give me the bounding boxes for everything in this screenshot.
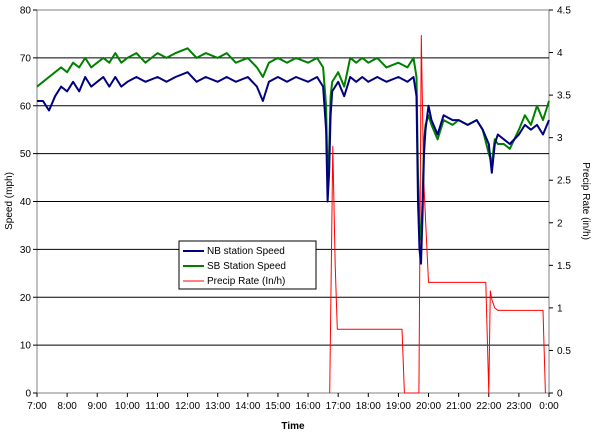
y2-tick-label: 4.5 bbox=[557, 6, 571, 17]
y-tick-label: 50 bbox=[20, 149, 32, 160]
x-tick-label: 0:00 bbox=[539, 401, 559, 412]
x-tick-label: 18:00 bbox=[356, 401, 381, 412]
x-tick-label: 14:00 bbox=[235, 401, 260, 412]
x-tick-label: 16:00 bbox=[296, 401, 321, 412]
series-line-precip bbox=[329, 35, 546, 394]
series-lines bbox=[36, 35, 550, 394]
x-tick-label: 21:00 bbox=[446, 401, 471, 412]
y2-tick-label: 0 bbox=[557, 389, 563, 400]
y2-tick-label: 3 bbox=[557, 133, 563, 144]
y-tick-label: 30 bbox=[20, 245, 32, 256]
x-tick-label: 23:00 bbox=[506, 401, 531, 412]
x-tick-label: 15:00 bbox=[265, 401, 290, 412]
x-tick-label: 11:00 bbox=[145, 401, 170, 412]
x-tick-label: 9:00 bbox=[88, 401, 108, 412]
y-tick-label: 40 bbox=[20, 197, 32, 208]
left-axis-ticks: 0 10 20 30 40 50 60 70 80 bbox=[20, 6, 37, 400]
x-tick-label: 10:00 bbox=[115, 401, 140, 412]
y-tick-label: 0 bbox=[25, 389, 31, 400]
legend-label-nb: NB station Speed bbox=[207, 246, 285, 257]
y-axis-title: Speed (mph) bbox=[4, 172, 15, 230]
y2-tick-label: 4 bbox=[557, 48, 563, 59]
y2-tick-label: 1.5 bbox=[557, 261, 571, 272]
x-tick-label: 22:00 bbox=[476, 401, 501, 412]
right-axis-ticks: 0 0.5 1 1.5 2 2.5 3 3.5 4 4.5 bbox=[549, 6, 571, 400]
y2-axis-title: Precip Rate (in/h) bbox=[580, 162, 591, 240]
legend: NB station Speed SB Station Speed Precip… bbox=[178, 240, 317, 290]
y-tick-label: 60 bbox=[20, 101, 32, 112]
x-axis-ticks: 7:00 8:00 9:00 10:00 11:00 12:00 13:00 14:00 15:… bbox=[27, 393, 559, 412]
x-tick-label: 17:00 bbox=[326, 401, 351, 412]
x-tick-label: 7:00 bbox=[27, 401, 47, 412]
y-tick-label: 70 bbox=[20, 53, 32, 64]
y2-tick-label: 2 bbox=[557, 218, 563, 229]
series-line-nb bbox=[37, 71, 550, 265]
y-tick-label: 80 bbox=[20, 6, 32, 17]
x-axis-title: Time bbox=[281, 421, 305, 432]
y2-tick-label: 1 bbox=[557, 303, 563, 314]
y2-tick-label: 3.5 bbox=[557, 91, 571, 102]
y2-tick-label: 2.5 bbox=[557, 176, 571, 187]
x-tick-label: 13:00 bbox=[205, 401, 230, 412]
x-tick-label: 19:00 bbox=[386, 401, 411, 412]
grid bbox=[37, 57, 549, 346]
x-tick-label: 8:00 bbox=[57, 401, 77, 412]
y2-tick-label: 0.5 bbox=[557, 346, 571, 357]
legend-label-sb: SB Station Speed bbox=[207, 261, 286, 272]
x-tick-label: 20:00 bbox=[416, 401, 441, 412]
x-tick-label: 12:00 bbox=[175, 401, 200, 412]
y-tick-label: 10 bbox=[20, 341, 32, 352]
legend-label-precip: Precip Rate (In/h) bbox=[207, 276, 285, 287]
y-tick-label: 20 bbox=[20, 293, 32, 304]
